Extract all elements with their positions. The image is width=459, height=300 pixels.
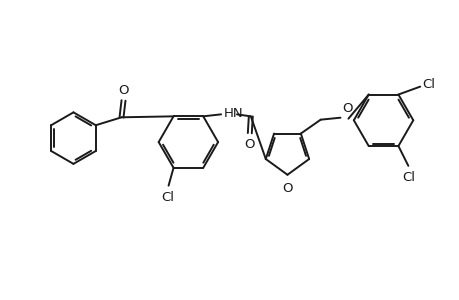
Text: O: O <box>341 102 352 115</box>
Text: HN: HN <box>224 107 243 120</box>
Text: O: O <box>118 83 129 97</box>
Text: Cl: Cl <box>421 78 434 91</box>
Text: O: O <box>244 138 254 151</box>
Text: Cl: Cl <box>401 171 414 184</box>
Text: Cl: Cl <box>161 190 174 204</box>
Text: O: O <box>282 182 292 195</box>
